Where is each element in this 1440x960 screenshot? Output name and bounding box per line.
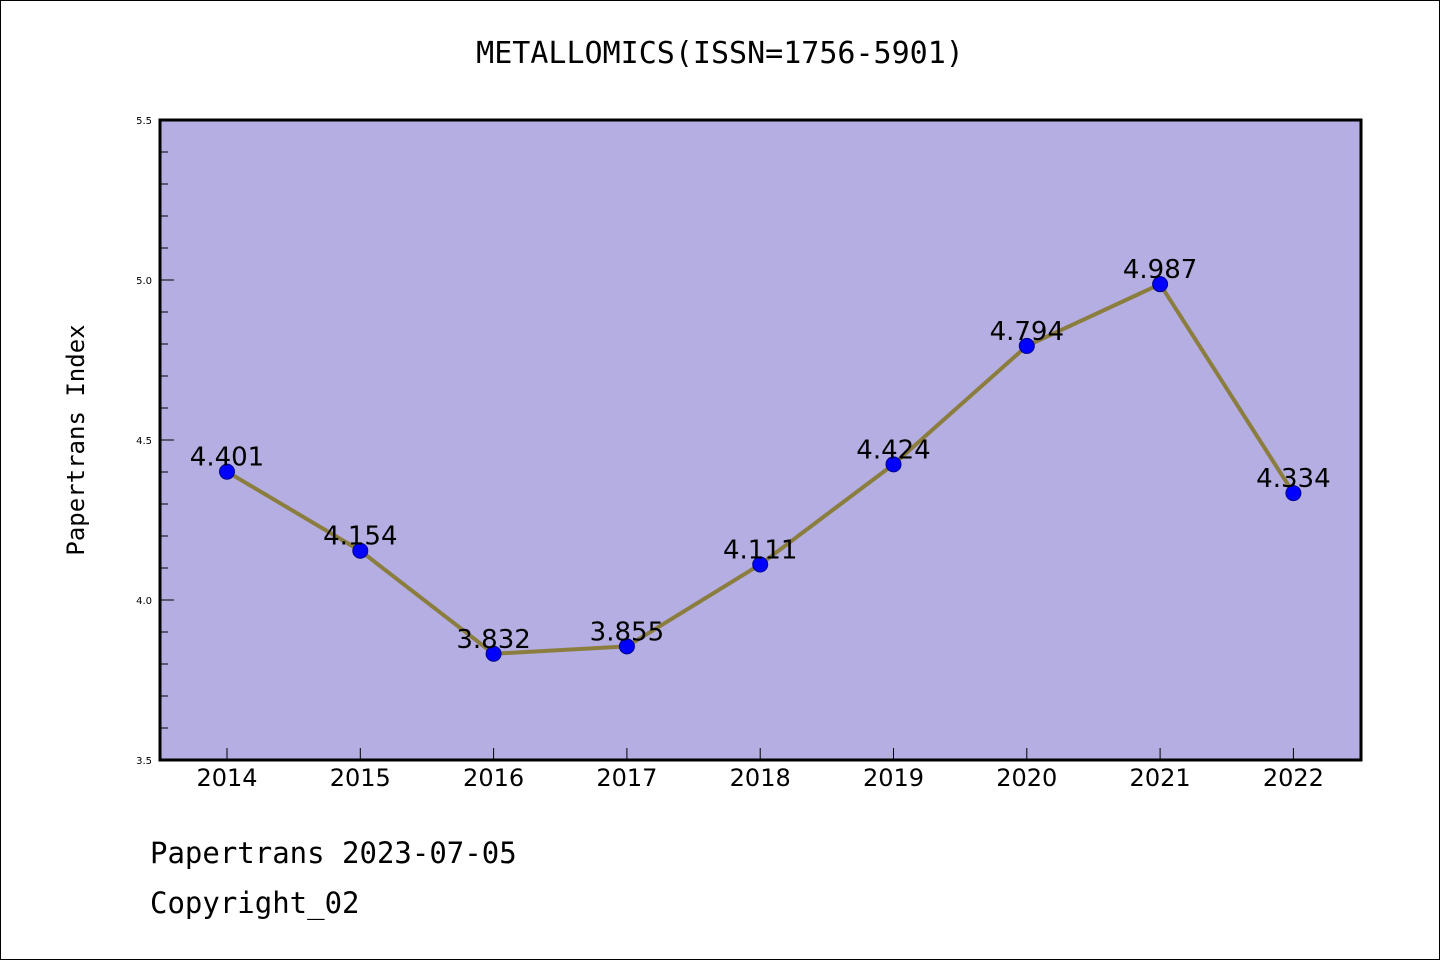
plot-border	[158, 118, 1363, 762]
data-point	[885, 456, 902, 473]
data-label: 4.401	[190, 443, 264, 473]
x-tick-label: 2016	[463, 764, 524, 792]
x-tick-label: 2014	[196, 764, 257, 792]
data-label: 4.424	[856, 435, 930, 465]
data-point	[352, 542, 369, 559]
data-label: 4.794	[990, 317, 1064, 347]
x-tick-label: 2021	[1130, 764, 1191, 792]
footer-date: Papertrans 2023-07-05	[150, 836, 517, 870]
data-point	[1285, 485, 1302, 502]
data-label: 4.334	[1256, 464, 1330, 494]
data-markers	[219, 276, 1302, 662]
data-point	[219, 463, 235, 480]
y-tick-label: 5.5	[136, 116, 152, 127]
footer-copyright: Copyright_02	[150, 886, 360, 920]
data-label: 4.154	[323, 522, 397, 552]
y-axis-label: Papertrans Index	[62, 324, 90, 555]
y-tick-label: 4.5	[136, 436, 152, 447]
data-point	[618, 638, 635, 655]
data-label: 3.832	[456, 625, 530, 655]
data-labels: 4.401 4.154 3.832 3.855 4.111 4.424 4.794 4.987…	[190, 255, 1331, 655]
data-point	[1152, 276, 1169, 293]
y-tick-label: 3.5	[136, 756, 152, 767]
y-tick-label: 4.0	[136, 596, 152, 607]
data-point	[485, 645, 502, 662]
x-tick-label: 2020	[996, 764, 1057, 792]
x-tick-label: 2019	[863, 764, 924, 792]
y-tick-label: 5.0	[136, 276, 152, 287]
x-tick-label: 2017	[596, 764, 657, 792]
data-point	[1018, 337, 1035, 354]
data-label: 4.111	[723, 535, 797, 565]
data-label: 4.987	[1123, 255, 1197, 285]
plot-area	[160, 120, 1361, 760]
chart-title: METALLOMICS(ISSN=1756-5901)	[476, 36, 964, 71]
data-point	[752, 556, 769, 573]
x-tick-label: 2015	[330, 764, 391, 792]
data-label: 3.855	[590, 617, 664, 647]
x-tick-label: 2022	[1263, 764, 1324, 792]
x-axis-ticks: 2014 2015 2016 2017 2018 2019 2020 2021 2022	[196, 748, 1324, 792]
x-tick-label: 2018	[730, 764, 791, 792]
